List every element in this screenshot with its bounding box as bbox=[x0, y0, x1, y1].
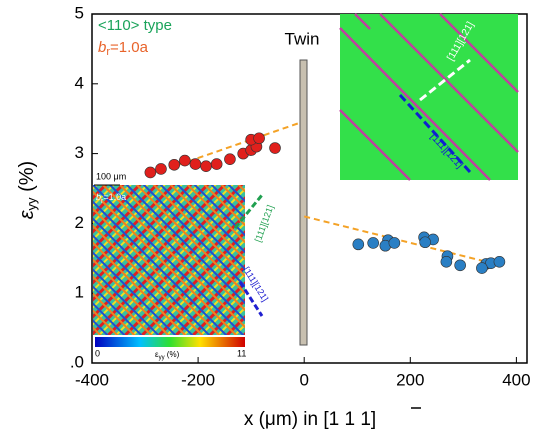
x-axis-label: x (μm) in [1 1 1] bbox=[244, 409, 376, 430]
data-point bbox=[155, 163, 167, 175]
data-point bbox=[388, 237, 401, 249]
x-tick-label: 0 bbox=[299, 370, 308, 389]
x-tick-label: -400 bbox=[75, 370, 109, 389]
x-tick-label: 200 bbox=[396, 370, 424, 389]
colorbar-label: εyy (%) bbox=[155, 350, 180, 360]
data-point bbox=[493, 255, 506, 268]
data-point bbox=[253, 132, 265, 145]
plot-frame bbox=[91, 13, 528, 364]
y-axis-label: εyy (%) bbox=[16, 161, 39, 219]
y-tick-label: 4 bbox=[75, 73, 84, 92]
data-point bbox=[269, 142, 281, 154]
data-point bbox=[454, 259, 466, 272]
burgers-label: br=1.0a bbox=[98, 39, 149, 58]
data-point bbox=[179, 154, 191, 167]
y-tick-label: .0 bbox=[70, 352, 84, 371]
data-point bbox=[168, 158, 181, 171]
colorbar-label: 0 bbox=[95, 348, 100, 358]
twin-label: Twin bbox=[285, 29, 320, 48]
fit-line bbox=[150, 121, 302, 176]
inset-lines bbox=[339, 13, 519, 181]
y-tick-label: 5 bbox=[75, 3, 84, 22]
colorbar bbox=[95, 337, 245, 347]
data-point bbox=[210, 158, 223, 170]
data-point bbox=[224, 153, 236, 165]
direction-label: [111][121] bbox=[241, 265, 270, 303]
inset-image bbox=[340, 14, 518, 180]
y-tick-label: 2 bbox=[75, 213, 84, 232]
direction-label: [111][121] bbox=[253, 204, 276, 244]
y-tick-label: 3 bbox=[75, 143, 84, 162]
data-point bbox=[367, 237, 379, 249]
twin-boundary bbox=[299, 59, 308, 346]
inset-image bbox=[93, 185, 245, 335]
x-tick-label: 400 bbox=[502, 370, 530, 389]
fit-line bbox=[303, 215, 501, 267]
data-point bbox=[352, 238, 365, 251]
data-point bbox=[200, 160, 212, 172]
y-tick-label: 1 bbox=[75, 283, 84, 302]
inset-label: br=1.0a bbox=[96, 192, 126, 204]
colorbar-label: 11 bbox=[237, 348, 246, 358]
type-label: <110> type bbox=[98, 17, 172, 34]
data-point bbox=[189, 158, 202, 170]
data-point bbox=[144, 166, 157, 179]
x-tick-label: -200 bbox=[181, 370, 215, 389]
data-point bbox=[476, 262, 488, 274]
scale-label: 100 μm bbox=[96, 171, 126, 181]
data-point bbox=[419, 236, 431, 249]
data-point bbox=[440, 255, 453, 268]
